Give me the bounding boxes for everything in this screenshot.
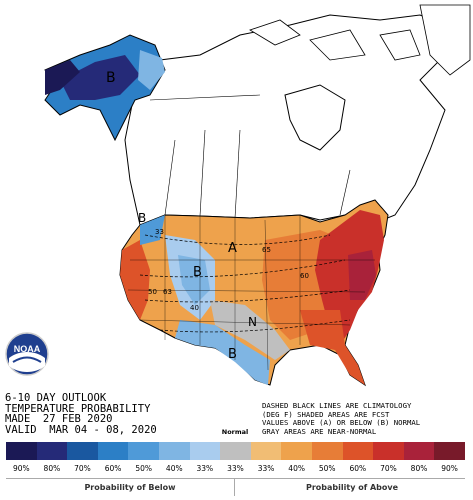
northwest-blue bbox=[140, 215, 165, 245]
legend-swatch-label: 50% bbox=[135, 464, 152, 473]
alaska-east bbox=[138, 50, 165, 90]
legend-swatch bbox=[311, 442, 343, 460]
note-line4: GRAY AREAS ARE NEAR-NORMAL bbox=[262, 426, 377, 436]
legend-swatch-label: 33% bbox=[257, 464, 275, 473]
legend-swatch bbox=[342, 442, 374, 460]
note-line2: (DEG F) SHADED AREAS ARE FCST bbox=[262, 409, 390, 419]
legend-swatch-label: 33% bbox=[227, 464, 244, 473]
legend-swatch-label: 40% bbox=[288, 464, 305, 473]
legend-swatch bbox=[97, 442, 129, 460]
legend-swatch-label: 70% bbox=[380, 464, 397, 473]
map-note: DASHED BLACK LINES ARE CLIMATOLOGY (DEG … bbox=[262, 401, 467, 436]
legend-swatch bbox=[189, 442, 221, 460]
map-label-texas-b: B bbox=[228, 347, 237, 362]
outlook-line2: TEMPERATURE PROBABILITY bbox=[5, 402, 151, 415]
rockies-blue-core bbox=[178, 255, 210, 305]
state-lines bbox=[127, 215, 375, 371]
noaa-logo-text: NOAA bbox=[14, 344, 41, 354]
legend-swatch bbox=[250, 442, 282, 460]
outlook-header: 6-10 DAY OUTLOOK TEMPERATURE PROBABILITY… bbox=[5, 393, 157, 435]
legend-swatch-label: 80% bbox=[410, 464, 428, 473]
outlook-made: MADE 27 FEB 2020 bbox=[5, 413, 113, 425]
noaa-logo: NOAA bbox=[5, 332, 49, 376]
hudson-bay bbox=[284, 84, 346, 151]
southeast-red bbox=[300, 310, 365, 385]
contour-label: 60 bbox=[300, 272, 309, 280]
legend-rule bbox=[6, 478, 465, 479]
contour-label: 65 bbox=[262, 246, 271, 254]
legend-swatch bbox=[128, 442, 159, 460]
legend-labels: 90% 80% 70% 60% 50% 40% 33% 33% 33% 40% 50% 60% 70% 8… bbox=[6, 464, 465, 473]
legend-swatch-label: 70% bbox=[74, 464, 91, 473]
greenland bbox=[419, 4, 471, 76]
legend-normal-label: Normal bbox=[221, 428, 249, 436]
map-label-rockies-b: B bbox=[193, 265, 202, 280]
note-line3: VALUES ABOVE (A) OR BELOW (B) NORMAL bbox=[262, 418, 421, 428]
contour-label: 50 bbox=[148, 288, 157, 296]
legend-below-label: Probability of Below bbox=[84, 483, 176, 492]
legend-swatch bbox=[434, 442, 465, 460]
legend-swatch-label: 90% bbox=[12, 464, 30, 473]
arctic-islands bbox=[249, 19, 421, 61]
legend-swatch-label: 80% bbox=[43, 464, 61, 473]
climatology-contours bbox=[139, 234, 351, 333]
province-lines bbox=[149, 94, 351, 219]
contour-label: 33 bbox=[155, 228, 164, 236]
legend-swatch bbox=[6, 442, 37, 460]
contour-label: 63 bbox=[163, 288, 172, 296]
map-label-alaska-b: B bbox=[106, 70, 116, 86]
contour-label: 40 bbox=[190, 304, 199, 312]
legend-swatch-label: 90% bbox=[441, 464, 458, 473]
legend-swatch bbox=[158, 442, 190, 460]
contour-labels: 33 50 60 65 63 40 bbox=[148, 228, 309, 312]
temperature-outlook-map: B B B N B A 33 50 60 65 63 bbox=[44, 4, 471, 387]
legend-swatch-label: 50% bbox=[318, 464, 336, 473]
alaska-core bbox=[60, 55, 140, 100]
alaska-west bbox=[45, 60, 80, 95]
near-normal-gray bbox=[210, 300, 290, 360]
texas-blue bbox=[175, 320, 270, 385]
map-label-nw-b: B bbox=[138, 211, 146, 225]
legend-swatch-label: 40% bbox=[165, 464, 183, 473]
legend-swatch bbox=[373, 442, 404, 460]
outlook-line1: 6-10 DAY OUTLOOK bbox=[5, 392, 107, 404]
legend-above-label: Probability of Above bbox=[305, 483, 399, 492]
legend-swatch bbox=[281, 442, 312, 460]
legend-swatch-label: 60% bbox=[104, 464, 122, 473]
legend-divider bbox=[234, 478, 235, 496]
legend-color-bar bbox=[6, 442, 465, 460]
legend-swatch-label: 33% bbox=[196, 464, 214, 473]
map-label-plains-a: A bbox=[228, 241, 237, 256]
mid-atlantic-darkred bbox=[348, 250, 376, 300]
note-line1: DASHED BLACK LINES ARE CLIMATOLOGY bbox=[262, 401, 412, 410]
legend-swatch bbox=[36, 442, 68, 460]
legend-swatch bbox=[67, 442, 98, 460]
outlook-valid: VALID MAR 04 - 08, 2020 bbox=[5, 423, 157, 436]
legend-swatch bbox=[220, 442, 251, 460]
legend-swatch-label: 60% bbox=[349, 464, 367, 473]
legend-swatch bbox=[403, 442, 435, 460]
map-label-south-n: N bbox=[248, 315, 257, 329]
